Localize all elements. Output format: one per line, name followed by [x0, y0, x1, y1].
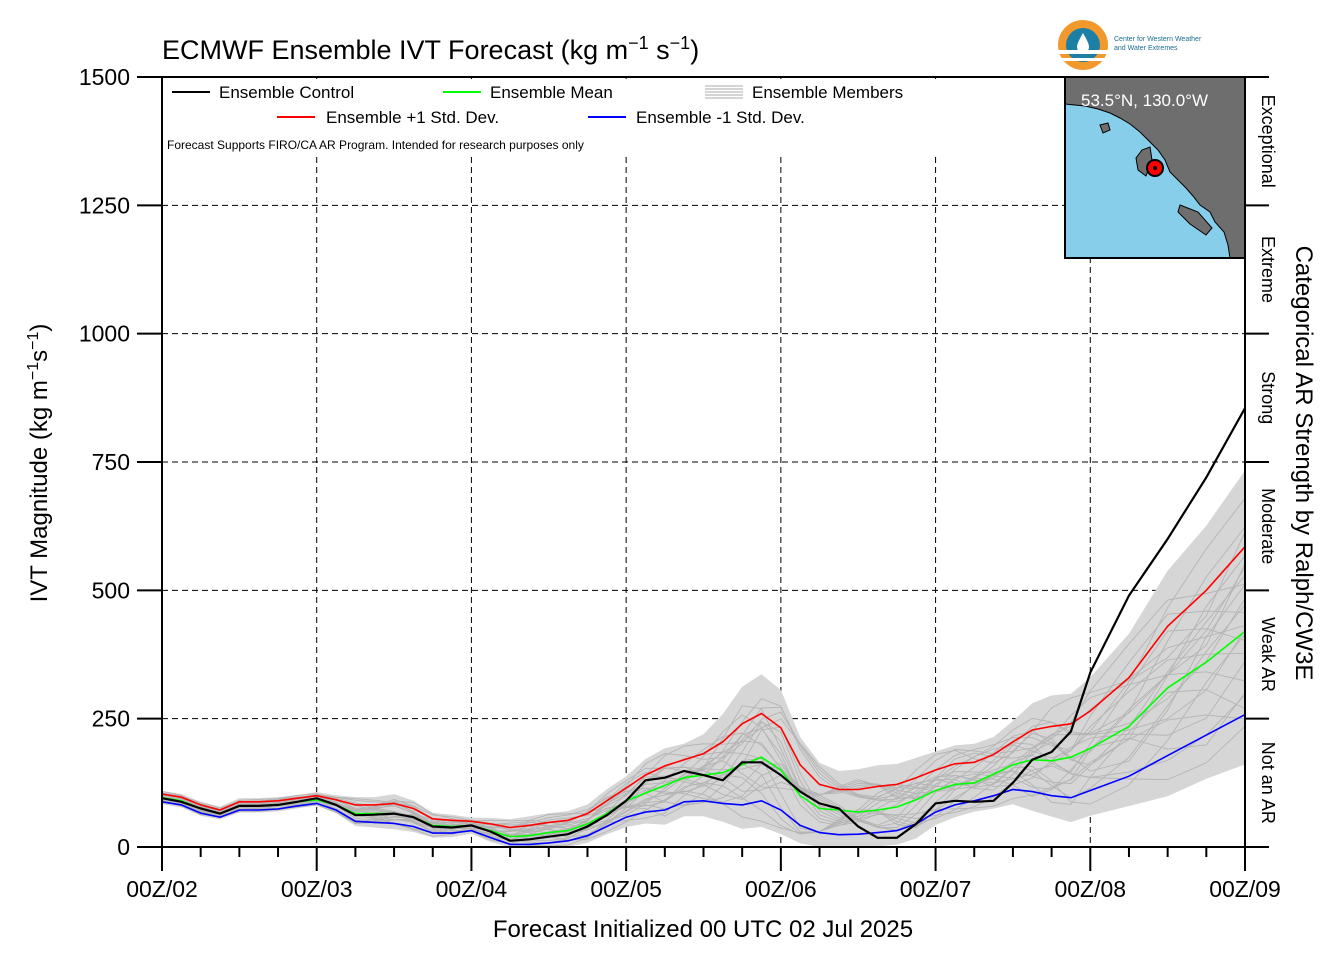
svg-text:Center for Western Weather: Center for Western Weather — [1114, 36, 1202, 43]
legend-label-control: Ensemble Control — [219, 83, 354, 102]
x-tick-label: 00Z/06 — [745, 876, 817, 902]
y-tick-label: 1000 — [79, 321, 130, 347]
spread-band — [162, 470, 1245, 847]
ensemble-member-line — [161, 604, 1246, 842]
x-tick-label: 00Z/07 — [900, 876, 972, 902]
x-tick-label: 00Z/09 — [1209, 876, 1281, 902]
y-tick-label: 500 — [92, 577, 130, 603]
y-axis-label: IVT Magnitude (kg m−1s−1) — [25, 324, 53, 603]
ensemble-spread-band — [162, 470, 1245, 847]
category-label: Exceptional — [1258, 95, 1278, 188]
ensemble-member-line — [161, 555, 1246, 834]
y-tick-label: 750 — [92, 449, 130, 475]
ensemble-member-line — [161, 634, 1246, 844]
control-line — [161, 407, 1246, 842]
research-note: Forecast Supports FIRO/CA AR Program. In… — [167, 138, 584, 152]
svg-text:and Water Extremes: and Water Extremes — [1114, 45, 1178, 52]
ensemble-member-line — [161, 714, 1246, 847]
right-axis-label: Categorical AR Strength by Ralph/CW3E — [1290, 246, 1317, 681]
location-inset-map: 53.5°N, 130.0°W — [1064, 76, 1246, 259]
category-label: Extreme — [1258, 236, 1278, 303]
x-axis-label: Forecast Initialized 00 UTC 02 Jul 2025 — [493, 916, 913, 943]
x-tick-label: 00Z/03 — [281, 876, 353, 902]
category-label: Not an AR — [1258, 742, 1278, 824]
y-tick-label: 1250 — [79, 192, 130, 218]
legend-label-plus-std: Ensemble +1 Std. Dev. — [326, 108, 499, 127]
ensemble-member-line — [161, 498, 1246, 831]
chart-title: ECMWF Ensemble IVT Forecast (kg m−1 s−1) — [162, 33, 699, 65]
category-label: Strong — [1258, 371, 1278, 424]
cw3e-logo: Center for Western Weather and Water Ext… — [1058, 20, 1202, 70]
x-tick-label: 00Z/02 — [126, 876, 198, 902]
y-tick-labels: 0 250 500 750 1000 1250 1500 — [79, 64, 130, 860]
ar-category-labels: Not an AR Weak AR Moderate Strong Extreme Exc… — [1258, 95, 1278, 824]
plus-std-line — [161, 546, 1246, 829]
ensemble-member-line — [161, 610, 1246, 833]
legend-label-members: Ensemble Members — [752, 83, 903, 102]
legend-swatch-members — [705, 85, 743, 99]
legend-label-minus-std: Ensemble -1 Std. Dev. — [636, 108, 805, 127]
category-label: Moderate — [1258, 488, 1278, 564]
x-tick-label: 00Z/05 — [590, 876, 662, 902]
category-label: Weak AR — [1258, 617, 1278, 692]
y-tick-label: 1500 — [79, 64, 130, 90]
x-tick-label: 00Z/08 — [1054, 876, 1126, 902]
y-tick-label: 0 — [117, 834, 130, 860]
location-label: 53.5°N, 130.0°W — [1081, 91, 1208, 110]
legend: Ensemble Control Ensemble Mean Ensemble … — [167, 83, 903, 152]
y-tick-label: 250 — [92, 706, 130, 732]
x-tick-label: 00Z/04 — [436, 876, 508, 902]
ensemble-member-line — [161, 583, 1246, 826]
legend-label-mean: Ensemble Mean — [490, 83, 613, 102]
series-lines — [161, 407, 1246, 846]
x-tick-labels: 00Z/02 00Z/03 00Z/04 00Z/05 00Z/06 00Z/07 00Z/… — [126, 876, 1281, 902]
